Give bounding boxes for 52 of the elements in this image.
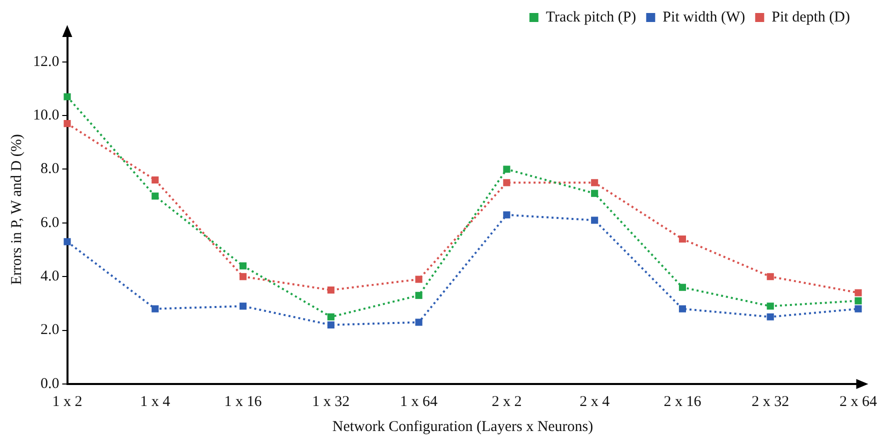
point — [239, 262, 247, 270]
point — [854, 297, 862, 304]
point — [766, 273, 774, 280]
x-tick-label: 1 x 16 — [224, 394, 262, 410]
point — [854, 289, 862, 296]
point — [152, 192, 159, 200]
x-tick-label: 1 x 4 — [140, 394, 171, 410]
y-tick-label: 8.0 — [40, 161, 60, 178]
point — [503, 211, 510, 218]
legend-label: Pit width (W) — [662, 9, 746, 26]
y-tick-label: 0.0 — [40, 376, 60, 392]
x-tick-label: 1 x 32 — [312, 394, 350, 410]
point — [239, 302, 247, 310]
point — [766, 302, 774, 310]
legend-label: Track pitch (P) — [546, 9, 636, 26]
point — [64, 93, 71, 100]
x-tick-label: 2 x 16 — [664, 394, 702, 410]
legend-label: Pit depth (D) — [772, 9, 850, 26]
x-tick-label: 2 x 32 — [752, 394, 790, 410]
y-axis-title: Errors in P, W and D (%) — [8, 134, 25, 285]
x-tick-label: 2 x 2 — [492, 394, 522, 410]
point — [327, 321, 334, 328]
point — [152, 305, 159, 312]
point — [64, 238, 71, 246]
y-tick-label: 10.0 — [33, 107, 60, 124]
point — [591, 216, 598, 224]
point — [678, 305, 686, 312]
y-tick-label: 2.0 — [40, 322, 60, 338]
point — [152, 176, 159, 184]
point — [415, 292, 422, 299]
y-tick-label: 4.0 — [40, 268, 60, 285]
x-axis-title: Network Configuration (Layers x Neurons) — [332, 418, 594, 435]
point — [64, 120, 71, 128]
point — [591, 190, 598, 197]
point — [678, 235, 686, 243]
point — [678, 284, 686, 291]
point — [239, 273, 247, 280]
point — [766, 313, 774, 320]
point — [503, 179, 510, 186]
x-tick-label: 2 x 4 — [580, 394, 610, 410]
y-tick-label: 6.0 — [40, 214, 60, 231]
point — [854, 305, 862, 312]
point — [503, 166, 510, 173]
point — [415, 276, 422, 283]
x-tick-label: 2 x 64 — [840, 394, 878, 410]
x-tick-label: 1 x 2 — [52, 394, 82, 410]
point — [327, 286, 334, 294]
point — [327, 313, 334, 320]
y-tick-label: 12.0 — [33, 54, 60, 70]
point — [415, 318, 422, 326]
x-tick-label: 1 x 64 — [400, 394, 438, 410]
point — [591, 179, 598, 186]
